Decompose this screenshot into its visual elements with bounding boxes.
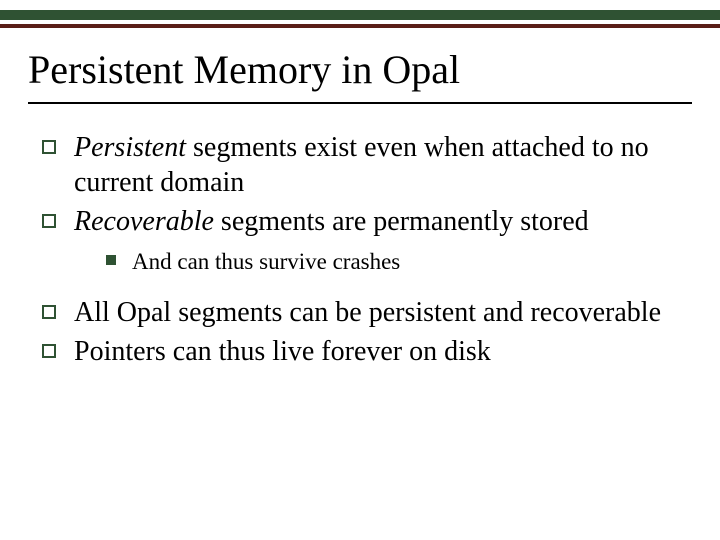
bar-green — [0, 10, 720, 20]
hollow-square-icon — [42, 214, 56, 228]
title-underline — [28, 102, 692, 104]
content-area: Persistent segments exist even when atta… — [42, 130, 678, 373]
bullet-rest: segments are permanently stored — [214, 206, 589, 237]
hollow-square-icon — [42, 140, 56, 154]
filled-square-icon — [106, 255, 116, 265]
sub-bullet-text: And can thus survive crashes — [132, 247, 400, 277]
sub-bullet-group: And can thus survive crashes — [106, 247, 678, 277]
bullet-level1: Pointers can thus live forever on disk — [42, 334, 678, 369]
title-area: Persistent Memory in Opal — [28, 48, 692, 104]
bullet-text: Pointers can thus live forever on disk — [74, 334, 491, 369]
slide-title: Persistent Memory in Opal — [28, 48, 692, 98]
bullet-level1: All Opal segments can be persistent and … — [42, 295, 678, 330]
hollow-square-icon — [42, 344, 56, 358]
italic-word: Recoverable — [74, 206, 214, 237]
decorative-top-bars — [0, 10, 720, 28]
bar-maroon — [0, 24, 720, 28]
bullet-text: Recoverable segments are permanently sto… — [74, 204, 589, 239]
bullet-text: All Opal segments can be persistent and … — [74, 295, 661, 330]
bullet-level1: Recoverable segments are permanently sto… — [42, 204, 678, 239]
bullet-level1: Persistent segments exist even when atta… — [42, 130, 678, 200]
hollow-square-icon — [42, 305, 56, 319]
bullet-level2: And can thus survive crashes — [106, 247, 678, 277]
slide: Persistent Memory in Opal Persistent seg… — [0, 0, 720, 540]
bullet-text: Persistent segments exist even when atta… — [74, 130, 678, 200]
italic-word: Persistent — [74, 132, 186, 163]
